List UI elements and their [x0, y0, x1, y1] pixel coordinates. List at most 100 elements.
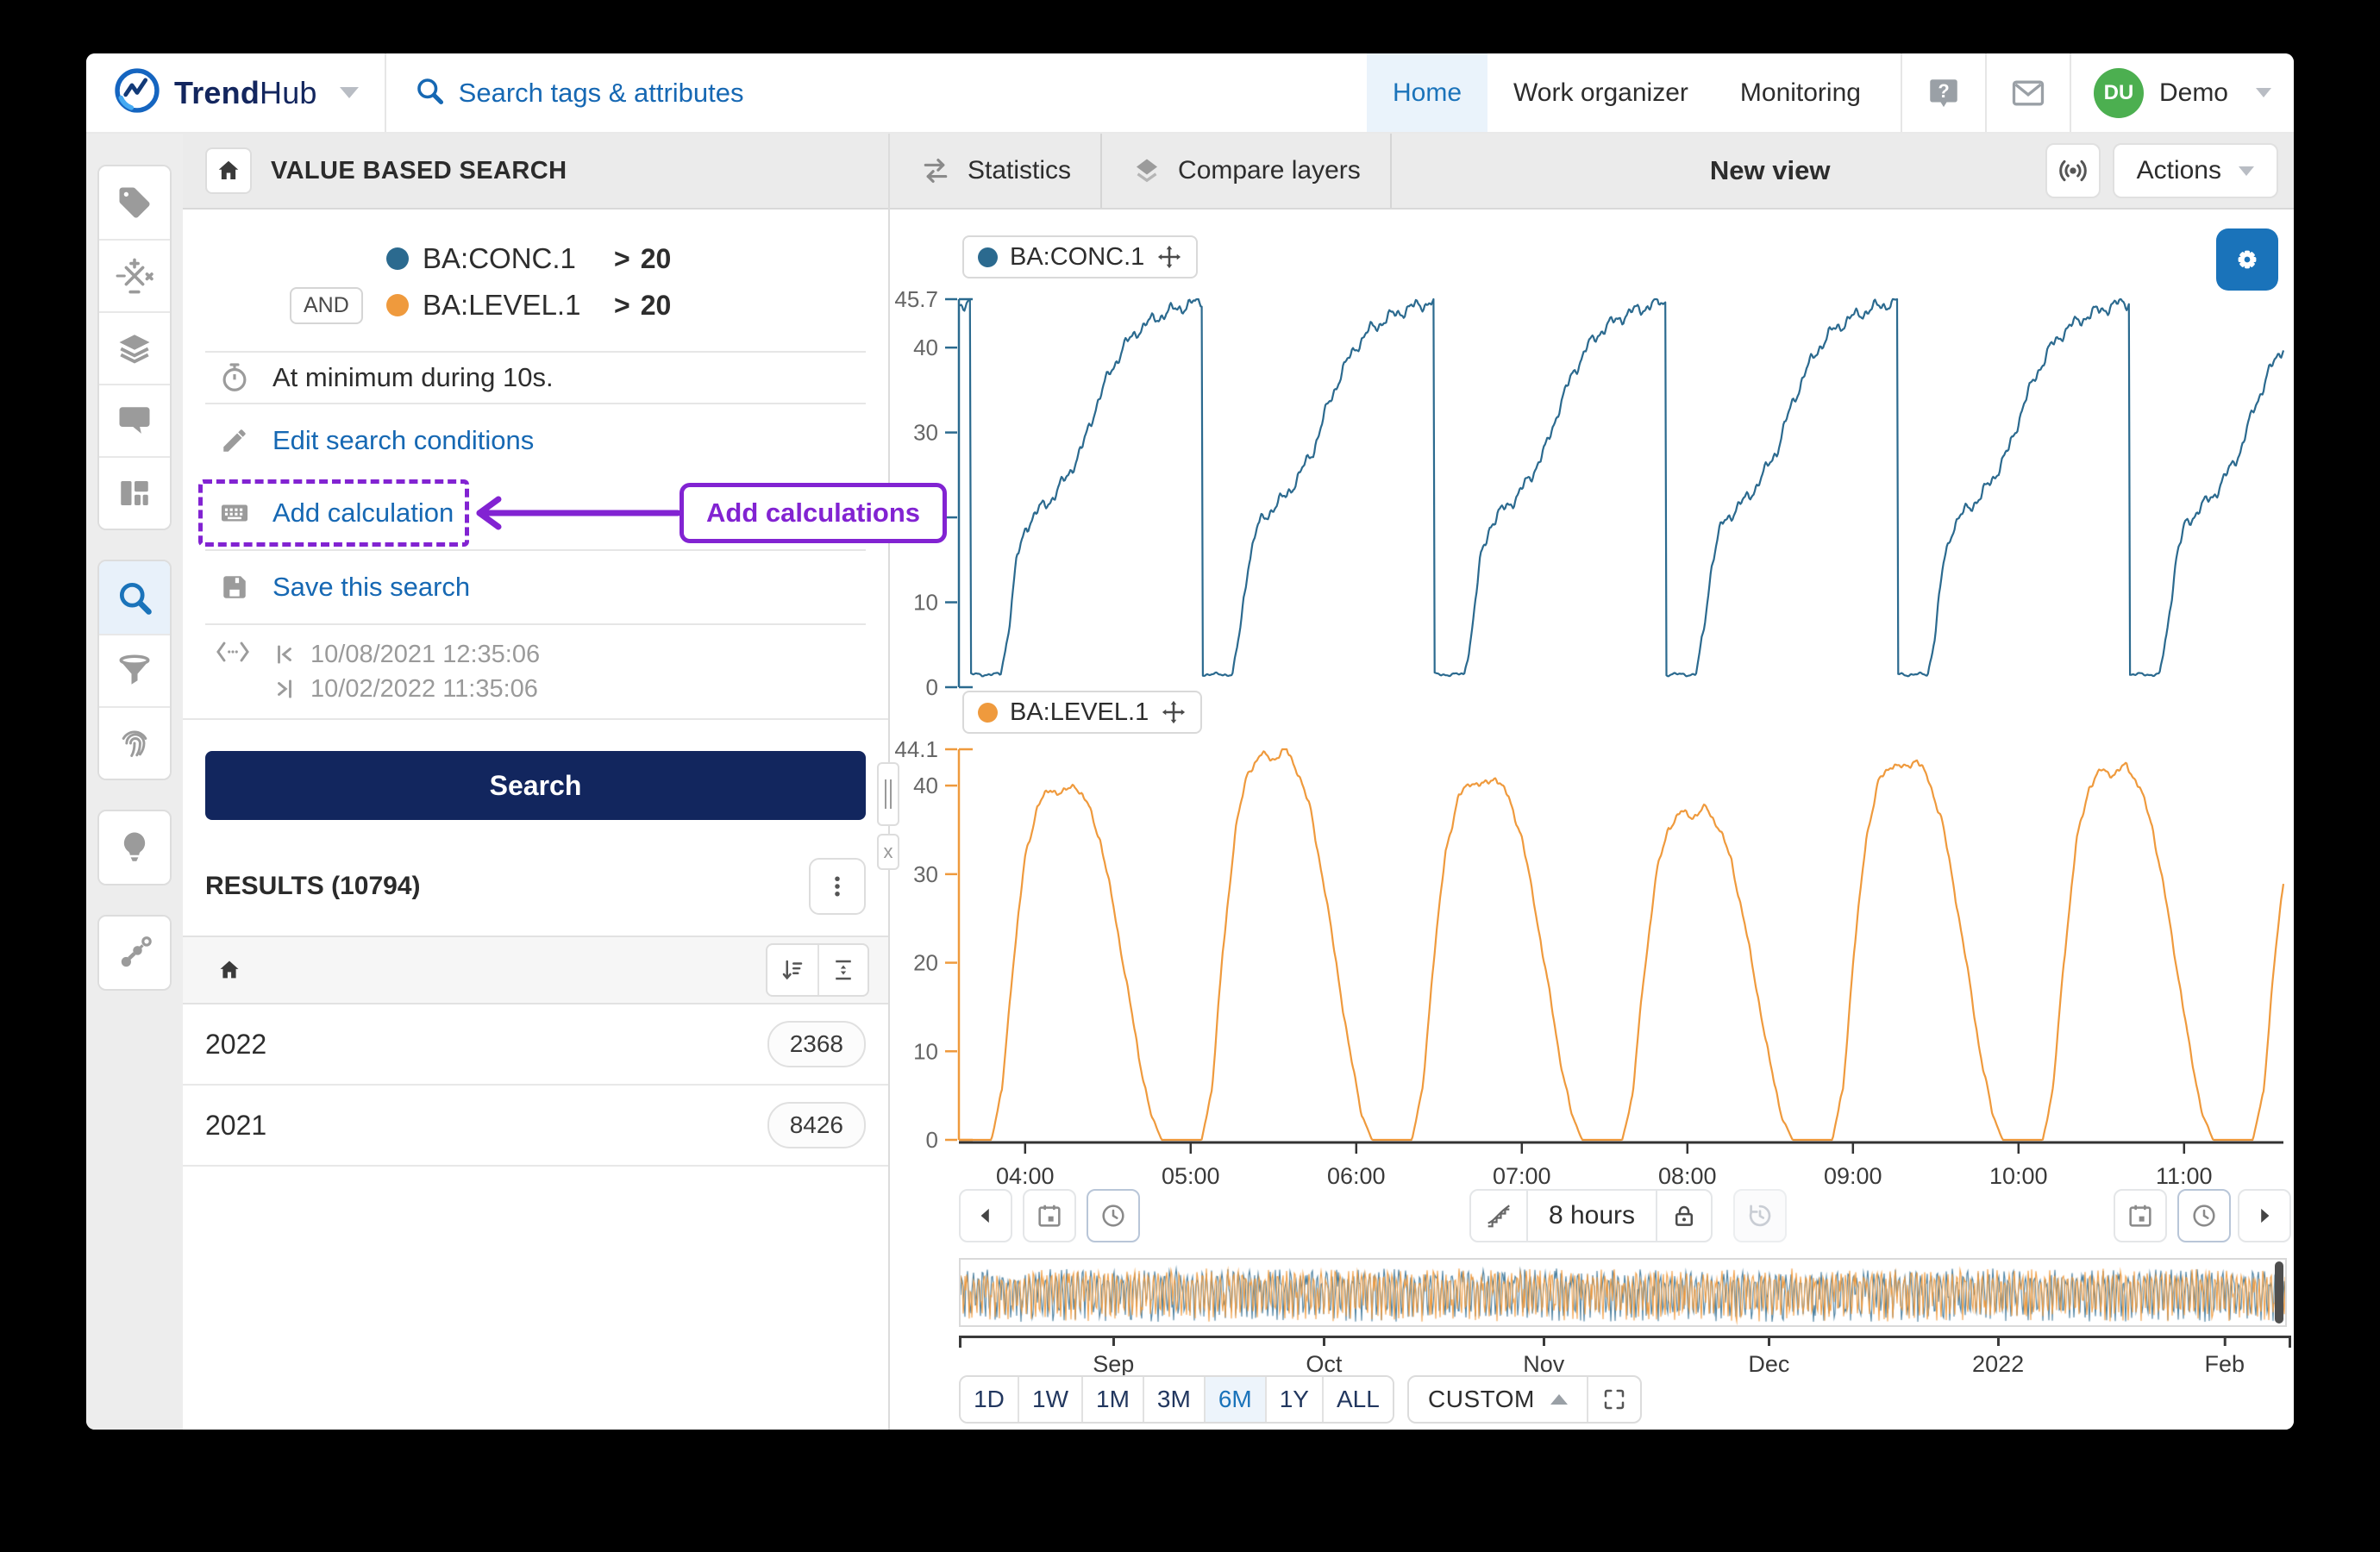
result-row-2021[interactable]: 2021 8426 [183, 1086, 888, 1167]
start-time-button[interactable] [1087, 1189, 1140, 1242]
help-button[interactable]: ? [1916, 53, 1971, 133]
lock-window-button[interactable] [1656, 1191, 1711, 1241]
chart-settings-button[interactable] [2216, 228, 2278, 291]
overview-tick-label: Oct [1306, 1351, 1343, 1377]
sort-button[interactable] [767, 945, 817, 995]
panel-collapse-button[interactable]: x [877, 834, 899, 870]
sort-icon [782, 960, 803, 980]
trend-view: Statistics Compare layers New view [888, 134, 2294, 1430]
results-menu-button[interactable] [809, 858, 866, 915]
overview-strip[interactable] [959, 1258, 2287, 1327]
rail-group-ideas [97, 810, 172, 886]
condition-operator: > [614, 242, 630, 274]
nav-item-home[interactable]: Home [1367, 53, 1488, 132]
save-icon [216, 573, 254, 602]
divider [205, 549, 866, 551]
nav-item-monitoring[interactable]: Monitoring [1739, 78, 1861, 107]
home-column-icon [220, 961, 239, 979]
tag-icon [119, 187, 150, 218]
svg-text:10: 10 [913, 1038, 938, 1064]
pencil-icon [216, 426, 254, 455]
svg-text:45.7: 45.7 [894, 287, 938, 312]
panel-header: VALUE BASED SEARCH [183, 134, 888, 210]
home-icon [218, 160, 239, 179]
global-search-input[interactable]: Search tags & attributes [386, 75, 744, 110]
preset-1y[interactable]: 1Y [1264, 1377, 1322, 1422]
sidebar-item-filter[interactable] [99, 634, 170, 706]
collapse-button[interactable] [817, 945, 867, 995]
pan-right-button[interactable] [2238, 1189, 2291, 1242]
navbar-divider [384, 53, 386, 132]
clock-icon [2193, 1205, 2215, 1227]
svg-text:40: 40 [913, 335, 938, 360]
result-row-2022[interactable]: 2022 2368 [183, 1004, 888, 1086]
search-button[interactable]: Search [205, 751, 866, 820]
table-tools [766, 943, 869, 997]
overview-range-handle[interactable] [2275, 1261, 2283, 1324]
navbar-divider [1900, 53, 1902, 132]
sidebar-item-search[interactable] [99, 561, 170, 634]
svg-text:10: 10 [913, 590, 938, 616]
preset-all[interactable]: ALL [1321, 1377, 1393, 1422]
add-calculation-link[interactable]: Add calculation Add calculations [183, 477, 948, 549]
mail-button[interactable] [2001, 53, 2056, 133]
end-calendar-button[interactable] [2114, 1189, 2167, 1242]
live-mode-button[interactable] [2045, 143, 2101, 198]
save-this-search-link[interactable]: Save this search [183, 551, 888, 623]
pan-left-button[interactable] [959, 1189, 1012, 1242]
fit-range-button[interactable] [1586, 1377, 1640, 1422]
caret-up-icon [1550, 1394, 1568, 1405]
search-period-block[interactable]: 10/08/2021 12:35:06 10/02/2022 11:35:06 [183, 625, 888, 718]
preset-6m[interactable]: 6M [1203, 1377, 1265, 1422]
charts-area: BA:CONC.1 [890, 210, 2294, 1430]
sidebar-item-fingerprint[interactable] [99, 706, 170, 779]
conditions-block: BA:CONC.1 > 20 AND BA:LEVEL.1 > 20 [183, 210, 888, 351]
sidebar-item-calculations[interactable] [99, 239, 170, 311]
avatar[interactable]: DU [2093, 67, 2144, 118]
svg-text:20: 20 [913, 504, 938, 530]
period-to-row: 10/02/2022 11:35:06 [183, 672, 888, 706]
svg-text:04:00: 04:00 [996, 1163, 1055, 1189]
start-calendar-button[interactable] [1023, 1189, 1076, 1242]
tab-compare-layers[interactable]: Compare layers [1102, 134, 1392, 208]
tab-statistics[interactable]: Statistics [890, 134, 1103, 208]
sidebar-item-tags[interactable] [99, 166, 170, 239]
preset-1w[interactable]: 1W [1018, 1377, 1081, 1422]
end-time-button[interactable] [2177, 1189, 2231, 1242]
chart-level[interactable]: 0 10 20 30 40 44.1 04:00 05:00 06:00 07:00 08:00 09… [890, 736, 2294, 1198]
panel-home-button[interactable] [205, 147, 252, 194]
view-header: Statistics Compare layers New view [890, 134, 2294, 210]
sidebar-item-layers[interactable] [99, 311, 170, 384]
legend-chip-conc[interactable]: BA:CONC.1 [962, 235, 1199, 278]
preset-1d[interactable]: 1D [961, 1377, 1018, 1422]
actions-button[interactable]: Actions [2112, 143, 2278, 198]
brand-dropdown-caret-icon[interactable] [339, 87, 359, 98]
comments-icon [119, 407, 150, 434]
panel-resize-handle[interactable] [877, 762, 899, 826]
preset-1m[interactable]: 1M [1081, 1377, 1143, 1422]
zoom-presets: 1D 1W 1M 3M 6M 1Y ALL CUSTOM [959, 1375, 1642, 1424]
sidebar-item-comments[interactable] [99, 384, 170, 456]
move-icon [1162, 700, 1186, 724]
condition-row[interactable]: BA:CONC.1 > 20 [205, 235, 866, 282]
results-header: RESULTS (10794) [205, 858, 866, 915]
custom-range-button[interactable]: CUSTOM [1409, 1377, 1587, 1422]
preset-3m[interactable]: 3M [1142, 1377, 1204, 1422]
brand-logo-icon[interactable] [112, 66, 162, 120]
layers-icon [119, 335, 150, 364]
overview-axis: Sep Oct Nov Dec 2022 Feb [959, 1336, 2291, 1377]
chevron-left-icon [980, 1208, 989, 1223]
legend-chip-level[interactable]: BA:LEVEL.1 [962, 691, 1203, 734]
user-dropdown-caret-icon[interactable] [2256, 88, 2271, 97]
series-dot [386, 294, 409, 316]
condition-row[interactable]: AND BA:LEVEL.1 > 20 [205, 282, 866, 329]
sidebar-item-context[interactable] [99, 917, 170, 989]
rail-group-data [97, 165, 172, 530]
edit-search-conditions-link[interactable]: Edit search conditions [183, 404, 888, 477]
chart-conc[interactable]: 0 10 20 30 40 45.7 [890, 286, 2294, 701]
nav-item-work-organizer[interactable]: Work organizer [1513, 78, 1688, 107]
interpolation-button[interactable] [1471, 1191, 1526, 1241]
sidebar-item-ideas[interactable] [99, 811, 170, 884]
history-button[interactable] [1733, 1189, 1787, 1242]
sidebar-item-dashboards[interactable] [99, 456, 170, 529]
